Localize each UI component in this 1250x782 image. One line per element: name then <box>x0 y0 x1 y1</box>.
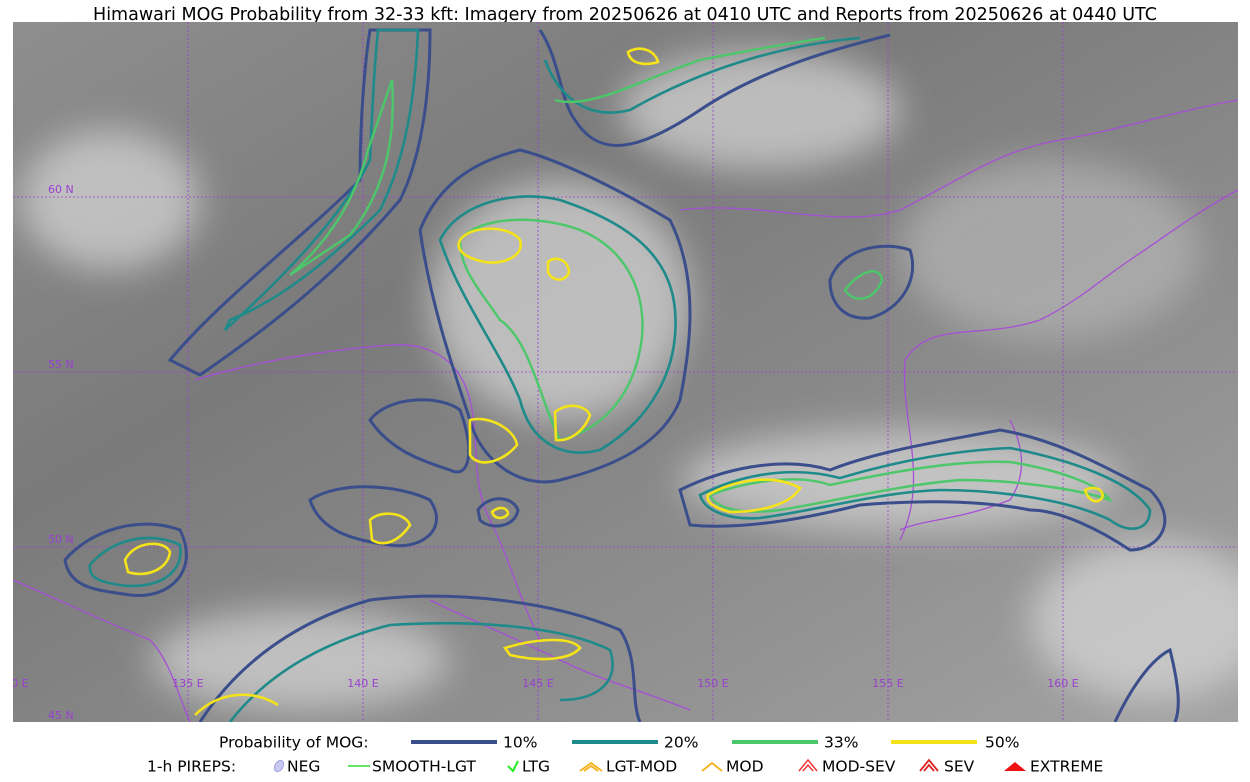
legend-label: 33% <box>824 734 858 752</box>
legend-probability: Probability of MOG: 10% 20% 33% 50% <box>219 734 1019 752</box>
legend-pireps: 1-h PIREPS: NEG SMOOTH-LGT LTG LGT-MOD M… <box>147 758 1103 776</box>
mog-contours <box>63 28 1180 722</box>
map: 60 N 55 N 50 N 45 N 130 E 135 E 140 E 14… <box>0 22 1238 722</box>
lon-label: 145 E <box>522 677 553 690</box>
neg-icon <box>273 759 285 773</box>
sev-icon <box>919 758 939 772</box>
legend-title: Probability of MOG: <box>219 734 369 752</box>
lon-label: 160 E <box>1047 677 1078 690</box>
lat-label: 45 N <box>48 709 74 722</box>
legend-label: NEG <box>287 758 320 776</box>
lon-label: 130 E <box>0 677 29 690</box>
grid-lines <box>13 22 1238 722</box>
map-title: Himawari MOG Probability from 32-33 kft:… <box>93 5 1157 25</box>
legend-label: LGT-MOD <box>606 758 677 776</box>
legend-label: 20% <box>664 734 698 752</box>
lat-label: 55 N <box>48 358 74 371</box>
legend-label: SEV <box>944 758 975 776</box>
legend-label: MOD-SEV <box>822 758 896 776</box>
lon-label: 150 E <box>697 677 728 690</box>
lon-label: 140 E <box>347 677 378 690</box>
lon-label: 155 E <box>872 677 903 690</box>
legend-label: 50% <box>985 734 1019 752</box>
cloud-brightness <box>20 50 1238 710</box>
lon-label: 135 E <box>172 677 203 690</box>
legend-label: EXTREME <box>1030 758 1103 776</box>
legend-label: LTG <box>522 758 550 776</box>
geo-labels: 60 N 55 N 50 N 45 N 130 E 135 E 140 E 14… <box>0 183 1079 722</box>
coastlines <box>13 99 1238 722</box>
lat-label: 50 N <box>48 533 74 546</box>
extreme-icon <box>1004 762 1026 771</box>
mod-sev-icon <box>798 758 818 772</box>
lat-label: 60 N <box>48 183 74 196</box>
mod-icon <box>701 761 723 772</box>
legend-label: SMOOTH-LGT <box>372 758 476 776</box>
legend-label: MOD <box>726 758 764 776</box>
lgt-mod-icon <box>579 761 603 772</box>
ltg-icon <box>507 760 519 773</box>
legend-title: 1-h PIREPS: <box>147 758 236 776</box>
legend-label: 10% <box>503 734 537 752</box>
